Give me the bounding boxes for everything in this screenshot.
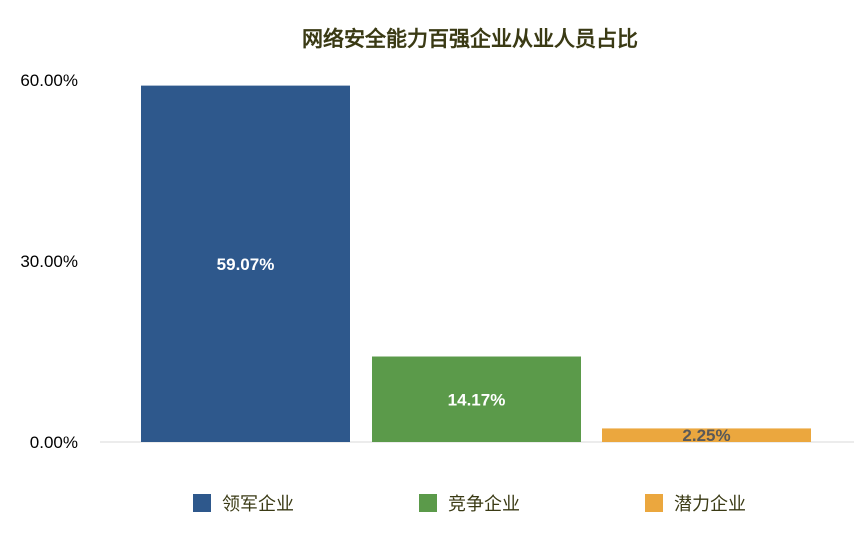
y-tick-label: 30.00% — [20, 252, 78, 271]
legend: 领军企业 竞争企业 潜力企业 — [193, 494, 746, 515]
data-labels: 59.07% 14.17% 2.25% — [217, 255, 731, 445]
legend-swatch — [193, 494, 211, 512]
data-label: 2.25% — [682, 426, 730, 445]
legend-swatch — [419, 494, 437, 512]
y-tick-label: 0.00% — [30, 433, 78, 452]
y-axis-ticks: 0.00% 30.00% 60.00% — [20, 71, 78, 452]
bar — [372, 356, 581, 442]
legend-label: 潜力企业 — [674, 494, 746, 515]
chart-title: 网络安全能力百强企业从业人员占比 — [302, 27, 638, 51]
bars — [141, 85, 811, 443]
data-label: 14.17% — [448, 390, 506, 409]
y-tick-label: 60.00% — [20, 71, 78, 90]
data-label: 59.07% — [217, 255, 275, 274]
legend-label: 领军企业 — [222, 494, 294, 515]
bar — [602, 428, 811, 442]
bar — [141, 85, 350, 443]
legend-label: 竞争企业 — [448, 494, 520, 515]
legend-swatch — [645, 494, 663, 512]
